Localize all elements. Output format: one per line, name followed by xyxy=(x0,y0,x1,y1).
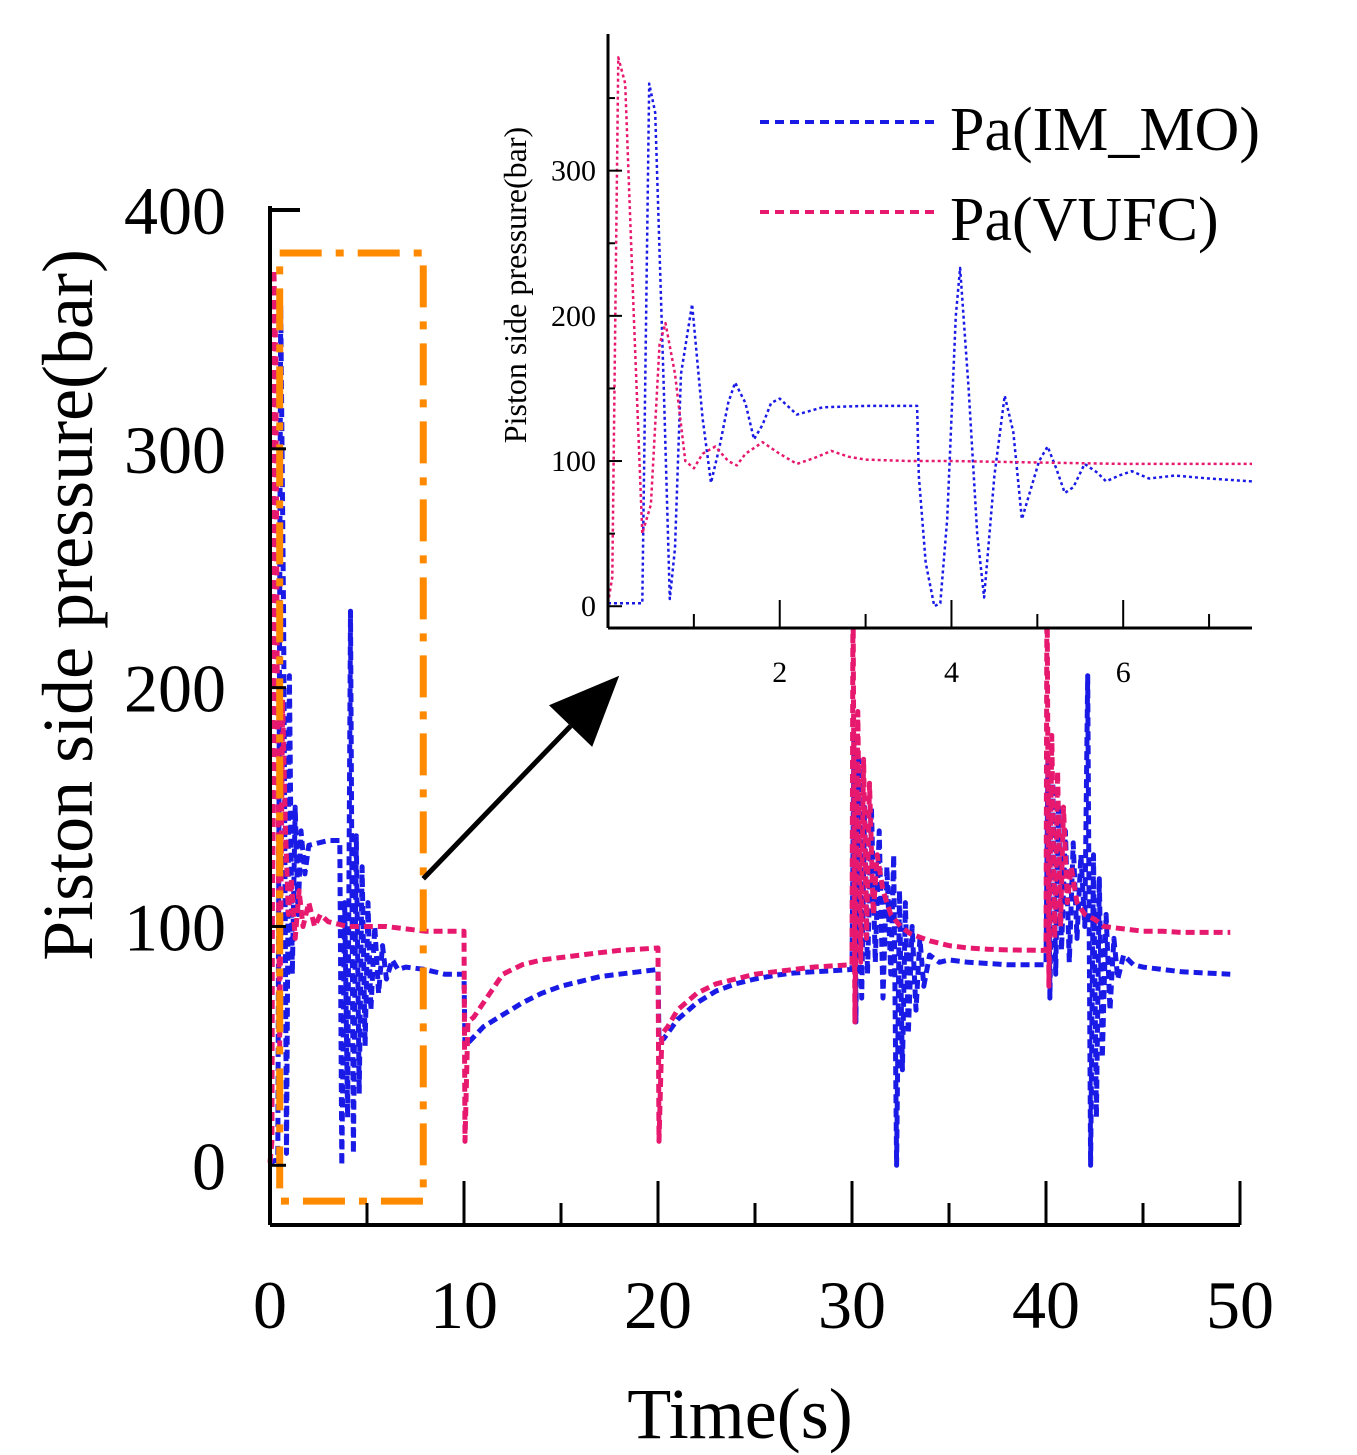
inset-background xyxy=(608,30,1268,628)
inset-x-tick-label: 4 xyxy=(944,656,959,689)
inset-series-line-0 xyxy=(608,82,1253,608)
inset-series-line-1 xyxy=(606,56,1252,604)
main-x-ticks: 0 10 20 30 40 50 xyxy=(253,1181,1274,1343)
main-y-ticks: 0 100 200 300 400 xyxy=(124,173,286,1204)
inset-x-ticks: 2 4 6 xyxy=(692,600,1211,689)
inset-x-tick-label: 2 xyxy=(772,656,787,689)
main-y-tick-label: 0 xyxy=(192,1128,226,1204)
main-y-tick-label: 300 xyxy=(124,412,226,488)
inset-y-tick-label: 0 xyxy=(581,590,596,623)
zoom-arrow-line xyxy=(421,724,573,881)
main-x-tick-label: 40 xyxy=(1012,1267,1080,1343)
inset-chart: 2 4 6 0 100 200 300 Piston side pressure(bar) xyxy=(497,30,1268,689)
main-y-axis-label: Piston side pressure(bar) xyxy=(28,249,108,961)
main-x-tick-label: 0 xyxy=(253,1267,287,1343)
main-y-tick-label: 400 xyxy=(124,173,226,249)
main-x-tick-label: 10 xyxy=(430,1267,498,1343)
zoom-arrow-head xyxy=(549,675,620,747)
main-y-tick-label: 100 xyxy=(124,889,226,965)
inset-y-axis-label: Piston side pressure(bar) xyxy=(497,127,533,443)
inset-y-tick-label: 300 xyxy=(551,155,596,188)
inset-y-tick-label: 100 xyxy=(551,445,596,478)
inset-series-group xyxy=(606,56,1253,608)
main-x-tick-label: 50 xyxy=(1206,1267,1274,1343)
inset-axes xyxy=(606,34,1252,630)
inset-y-ticks: 0 100 200 300 xyxy=(551,97,622,623)
main-x-axis-label: Time(s) xyxy=(627,1374,852,1454)
main-x-tick-label: 20 xyxy=(624,1267,692,1343)
main-series-line-0 xyxy=(268,303,1231,1168)
inset-x-tick-label: 6 xyxy=(1116,656,1131,689)
main-series-group xyxy=(267,267,1231,1168)
main-x-tick-label: 30 xyxy=(818,1267,886,1343)
inset-y-tick-label: 200 xyxy=(551,300,596,333)
main-y-tick-label: 200 xyxy=(124,651,226,727)
main-series-line-1 xyxy=(267,267,1231,1164)
legend: Pa(IM_MO) Pa(VUFC) xyxy=(760,96,1260,254)
legend-label-im-mo: Pa(IM_MO) xyxy=(950,96,1260,164)
legend-label-vufc: Pa(VUFC) xyxy=(950,186,1219,254)
